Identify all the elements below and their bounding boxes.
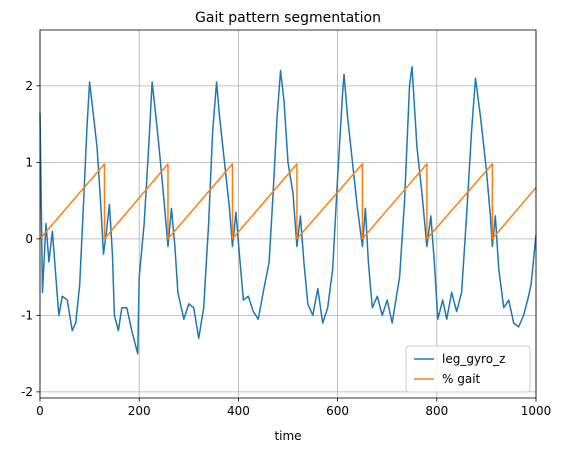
legend-label: leg_gyro_z bbox=[442, 352, 505, 366]
x-tick-label: 800 bbox=[425, 404, 448, 418]
line-series bbox=[39, 163, 537, 240]
x-tick-label: 1000 bbox=[521, 404, 552, 418]
x-axis-label: time bbox=[274, 429, 301, 443]
x-tick-label: 600 bbox=[326, 404, 349, 418]
x-tick-label: 200 bbox=[128, 404, 151, 418]
y-tick-label: 1 bbox=[25, 155, 33, 169]
x-tick-label: 400 bbox=[227, 404, 250, 418]
axes-frame bbox=[39, 29, 537, 399]
y-tick-label: -1 bbox=[21, 308, 33, 322]
legend-box bbox=[405, 345, 531, 393]
chart-title: Gait pattern segmentation bbox=[195, 10, 381, 26]
y-tick-label: 0 bbox=[25, 232, 33, 246]
line-series bbox=[39, 65, 537, 355]
y-tick-label: 2 bbox=[25, 79, 33, 93]
legend-label: % gait bbox=[442, 372, 481, 386]
x-tick-label: 0 bbox=[36, 404, 44, 418]
y-tick-label: -2 bbox=[21, 385, 33, 399]
